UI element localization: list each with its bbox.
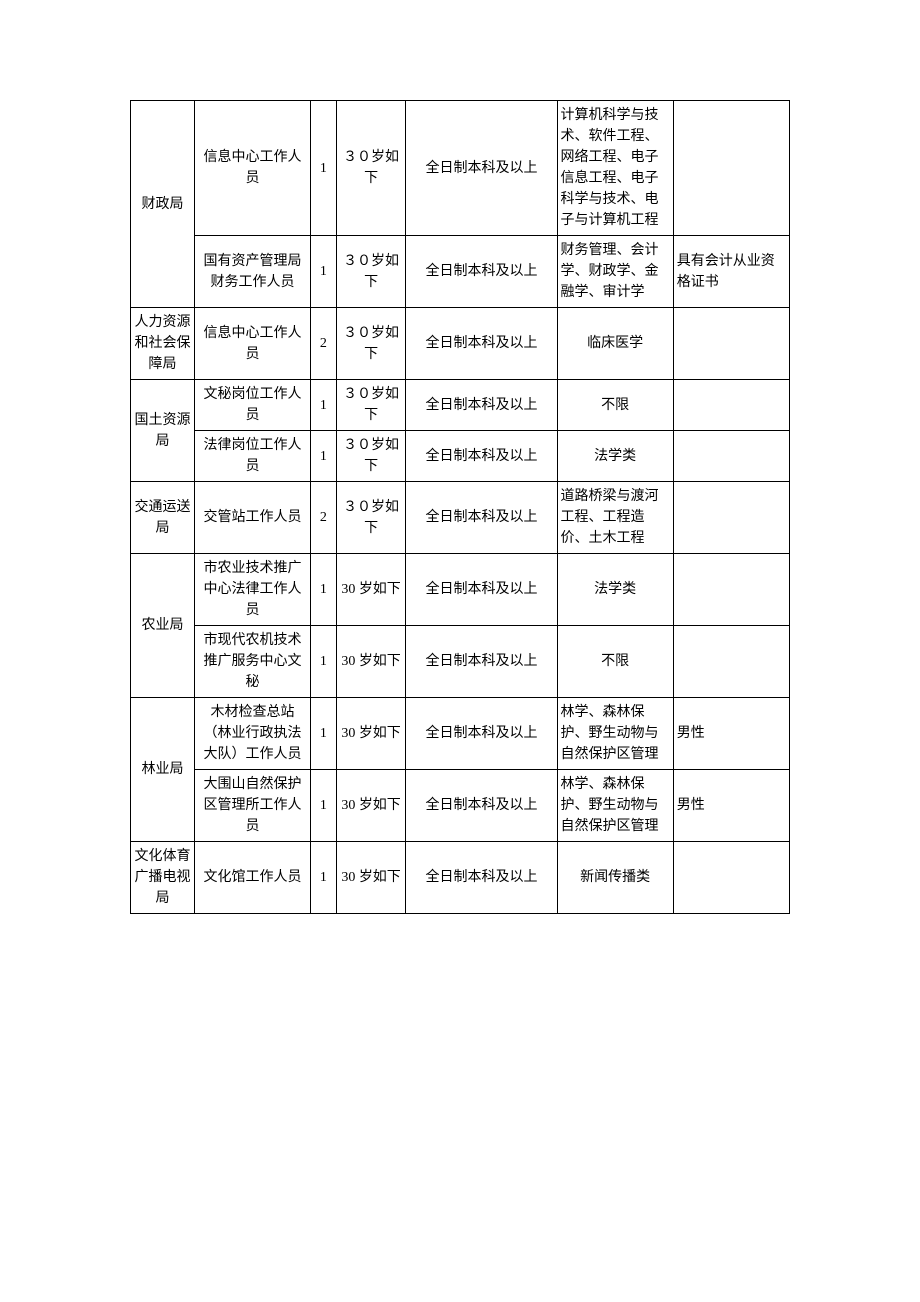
cell-position: 大围山自然保护区管理所工作人员: [194, 770, 310, 842]
cell-count: 1: [311, 698, 337, 770]
cell-count: 1: [311, 554, 337, 626]
cell-major: 林学、森林保护、野生动物与自然保护区管理: [557, 698, 673, 770]
cell-edu: 全日制本科及以上: [406, 101, 557, 236]
cell-major: 林学、森林保护、野生动物与自然保护区管理: [557, 770, 673, 842]
cell-edu: 全日制本科及以上: [406, 770, 557, 842]
table-row: 市现代农机技术推广服务中心文秘 1 30 岁如下 全日制本科及以上 不限: [131, 626, 790, 698]
table-row: 林业局 木材检查总站（林业行政执法大队）工作人员 1 30 岁如下 全日制本科及…: [131, 698, 790, 770]
cell-note: [673, 101, 789, 236]
table-row: 交通运送局 交管站工作人员 2 ３０岁如下 全日制本科及以上 道路桥梁与渡河工程…: [131, 482, 790, 554]
cell-note: 男性: [673, 770, 789, 842]
cell-age: ３０岁如下: [336, 236, 406, 308]
cell-count: 1: [311, 431, 337, 482]
table-row: 国有资产管理局财务工作人员 1 ３０岁如下 全日制本科及以上 财务管理、会计学、…: [131, 236, 790, 308]
cell-position: 市农业技术推广中心法律工作人员: [194, 554, 310, 626]
cell-count: 1: [311, 236, 337, 308]
cell-age: ３０岁如下: [336, 101, 406, 236]
cell-age: ３０岁如下: [336, 431, 406, 482]
table-row: 财政局 信息中心工作人员 1 ３０岁如下 全日制本科及以上 计算机科学与技术、软…: [131, 101, 790, 236]
cell-dept: 交通运送局: [131, 482, 195, 554]
cell-position: 木材检查总站（林业行政执法大队）工作人员: [194, 698, 310, 770]
cell-note: [673, 482, 789, 554]
cell-note: [673, 308, 789, 380]
table-row: 人力资源和社会保障局 信息中心工作人员 2 ３０岁如下 全日制本科及以上 临床医…: [131, 308, 790, 380]
cell-note: [673, 842, 789, 914]
cell-age: ３０岁如下: [336, 308, 406, 380]
cell-age: 30 岁如下: [336, 842, 406, 914]
cell-count: 2: [311, 482, 337, 554]
cell-dept: 国土资源局: [131, 380, 195, 482]
cell-age: 30 岁如下: [336, 698, 406, 770]
cell-edu: 全日制本科及以上: [406, 626, 557, 698]
cell-edu: 全日制本科及以上: [406, 380, 557, 431]
cell-major: 新闻传播类: [557, 842, 673, 914]
cell-dept: 文化体育广播电视局: [131, 842, 195, 914]
cell-major: 法学类: [557, 431, 673, 482]
cell-dept: 人力资源和社会保障局: [131, 308, 195, 380]
cell-note: [673, 554, 789, 626]
cell-position: 市现代农机技术推广服务中心文秘: [194, 626, 310, 698]
table-row: 农业局 市农业技术推广中心法律工作人员 1 30 岁如下 全日制本科及以上 法学…: [131, 554, 790, 626]
cell-edu: 全日制本科及以上: [406, 236, 557, 308]
cell-major: 法学类: [557, 554, 673, 626]
cell-age: 30 岁如下: [336, 554, 406, 626]
cell-edu: 全日制本科及以上: [406, 554, 557, 626]
cell-position: 信息中心工作人员: [194, 101, 310, 236]
cell-age: ３０岁如下: [336, 380, 406, 431]
cell-age: 30 岁如下: [336, 770, 406, 842]
cell-count: 1: [311, 842, 337, 914]
cell-dept: 林业局: [131, 698, 195, 842]
cell-edu: 全日制本科及以上: [406, 482, 557, 554]
cell-count: 1: [311, 380, 337, 431]
cell-edu: 全日制本科及以上: [406, 842, 557, 914]
cell-edu: 全日制本科及以上: [406, 698, 557, 770]
cell-note: [673, 431, 789, 482]
cell-major: 不限: [557, 380, 673, 431]
cell-position: 国有资产管理局财务工作人员: [194, 236, 310, 308]
cell-position: 文化馆工作人员: [194, 842, 310, 914]
cell-count: 1: [311, 626, 337, 698]
cell-position: 法律岗位工作人员: [194, 431, 310, 482]
cell-note: [673, 626, 789, 698]
cell-position: 交管站工作人员: [194, 482, 310, 554]
cell-count: 1: [311, 101, 337, 236]
recruitment-table: 财政局 信息中心工作人员 1 ３０岁如下 全日制本科及以上 计算机科学与技术、软…: [130, 100, 790, 914]
cell-major: 财务管理、会计学、财政学、金融学、审计学: [557, 236, 673, 308]
cell-note: 男性: [673, 698, 789, 770]
cell-major: 不限: [557, 626, 673, 698]
cell-count: 1: [311, 770, 337, 842]
cell-major: 道路桥梁与渡河工程、工程造价、土木工程: [557, 482, 673, 554]
table-row: 文化体育广播电视局 文化馆工作人员 1 30 岁如下 全日制本科及以上 新闻传播…: [131, 842, 790, 914]
table-body: 财政局 信息中心工作人员 1 ３０岁如下 全日制本科及以上 计算机科学与技术、软…: [131, 101, 790, 914]
cell-position: 文秘岗位工作人员: [194, 380, 310, 431]
cell-major: 临床医学: [557, 308, 673, 380]
cell-position: 信息中心工作人员: [194, 308, 310, 380]
cell-edu: 全日制本科及以上: [406, 308, 557, 380]
cell-dept: 财政局: [131, 101, 195, 308]
cell-edu: 全日制本科及以上: [406, 431, 557, 482]
table-row: 法律岗位工作人员 1 ３０岁如下 全日制本科及以上 法学类: [131, 431, 790, 482]
cell-count: 2: [311, 308, 337, 380]
table-row: 大围山自然保护区管理所工作人员 1 30 岁如下 全日制本科及以上 林学、森林保…: [131, 770, 790, 842]
cell-note: [673, 380, 789, 431]
cell-note: 具有会计从业资格证书: [673, 236, 789, 308]
cell-major: 计算机科学与技术、软件工程、网络工程、电子信息工程、电子科学与技术、电子与计算机…: [557, 101, 673, 236]
cell-dept: 农业局: [131, 554, 195, 698]
cell-age: 30 岁如下: [336, 626, 406, 698]
cell-age: ３０岁如下: [336, 482, 406, 554]
table-row: 国土资源局 文秘岗位工作人员 1 ３０岁如下 全日制本科及以上 不限: [131, 380, 790, 431]
